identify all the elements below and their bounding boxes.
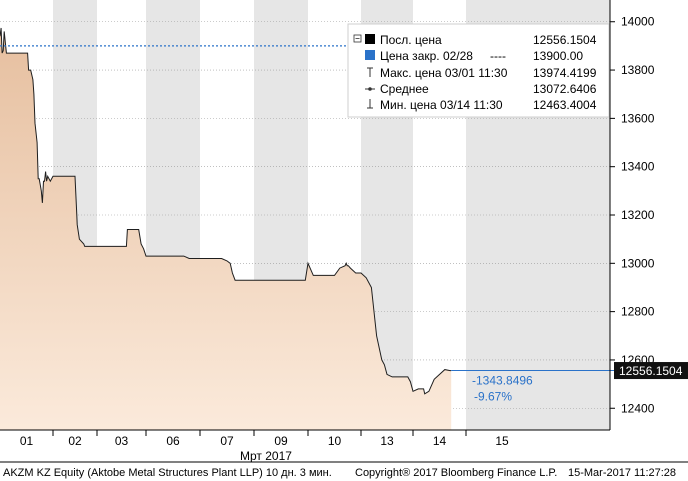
footer-copyright: Copyright® 2017 Bloomberg Finance L.P. [355,467,557,479]
last-price-tag-label: 12556.1504 [619,364,683,378]
y-tick-label: 13000 [621,256,655,270]
legend-value: 12463.4004 [533,98,597,112]
footer-ticker: AKZM KZ Equity (Aktobe Metal Structures … [3,467,332,479]
legend-label: Посл. цена [380,33,442,47]
legend-value: 13072.6406 [533,82,597,96]
x-axis-ticks: 01 02 03 06 07 09 10 13 14 15 [20,430,509,448]
legend-value: 13974.4199 [533,66,597,80]
legend-box [347,23,610,118]
legend-label: Мин. цена 03/14 11:30 [380,98,503,112]
legend-row-high: Макс. цена 03/01 11:30 13974.4199 [367,66,597,80]
y-axis-ticks: 1240012600128001300013200134001360013800… [610,15,655,415]
x-tick-label: 15 [495,434,509,448]
y-tick-label: 14000 [621,15,655,29]
last-price-tag: 12556.1504 [614,362,688,380]
legend-label: Среднее [380,82,429,96]
legend-row-avg: Среднее 13072.6406 [365,82,597,96]
x-tick-label: 06 [166,434,180,448]
x-tick-label: 03 [115,434,129,448]
change-percent-label: -9.67% [474,390,512,404]
x-axis-month-label: Мрт 2017 [240,449,292,463]
legend-row-last: Посл. цена 12556.1504 [365,33,597,47]
change-absolute-label: -1343.8496 [472,374,533,388]
legend-row-close: Цена закр. 02/28 ---- 13900.00 [365,49,583,63]
price-area [0,28,452,430]
x-tick-label: 02 [68,434,82,448]
y-tick-label: 13200 [621,208,655,222]
x-tick-label: 07 [220,434,234,448]
footer-timestamp: 15-Mar-2017 11:27:28 [568,467,676,479]
x-tick-label: 10 [328,434,342,448]
y-tick-label: 13400 [621,160,655,174]
legend-label: Макс. цена 03/01 11:30 [380,66,508,80]
legend: Посл. цена 12556.1504 Цена закр. 02/28 ----… [347,23,610,118]
legend-label: Цена закр. 02/28 [380,49,473,63]
legend-dash: ---- [490,49,506,63]
y-tick-label: 13800 [621,63,655,77]
y-tick-label: 13600 [621,111,655,125]
legend-row-low: Мин. цена 03/14 11:30 12463.4004 [367,98,597,112]
x-tick-label: 14 [433,434,447,448]
legend-marker-last [365,34,375,44]
y-tick-label: 12400 [621,401,655,415]
legend-value: 12556.1504 [533,33,597,47]
x-tick-label: 01 [20,434,34,448]
legend-marker-close [365,50,375,60]
legend-marker-high [367,67,373,77]
legend-marker-avg-dot [368,87,372,91]
y-tick-label: 12800 [621,305,655,319]
x-tick-label: 09 [274,434,288,448]
price-line [0,27,452,395]
x-tick-label: 13 [380,434,394,448]
legend-marker-low [367,99,373,109]
legend-value: 13900.00 [533,49,583,63]
